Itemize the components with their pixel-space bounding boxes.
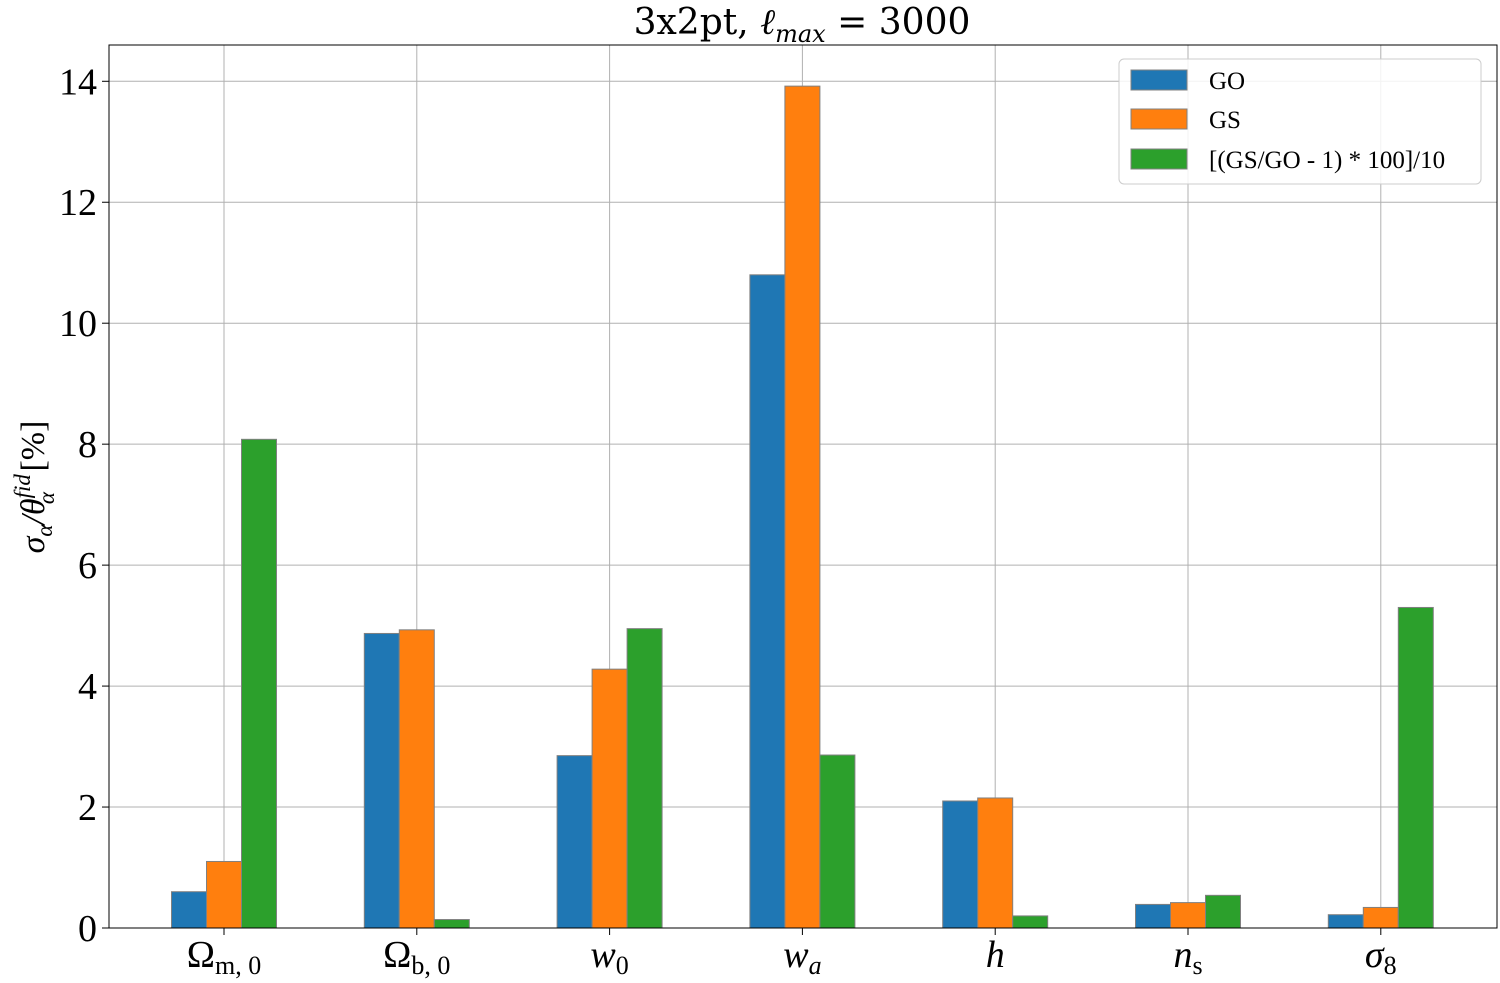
x-tick-label: ns	[1173, 934, 1202, 980]
bar-gs-go-1-100-10-5	[1205, 894, 1241, 929]
legend-entry-go: GO	[1130, 68, 1245, 95]
bar-gs-0	[206, 860, 242, 929]
bar-gs-go-1-100-10-4	[1012, 915, 1049, 929]
legend-swatch-gs	[1130, 108, 1188, 130]
legend-box	[1118, 58, 1482, 185]
y-tick-label: 12	[59, 182, 97, 224]
bar-gs-go-1-100-10-3	[819, 754, 856, 929]
y-tick-label: 14	[59, 61, 97, 103]
bar-go-2	[556, 755, 593, 929]
bar-gs-3	[784, 85, 821, 929]
y-axis-label: σα/θfidα [%]	[10, 421, 59, 554]
bar-go-0	[171, 891, 207, 929]
bar-gs-go-1-100-10-6	[1397, 606, 1434, 929]
legend-label-go: GO	[1209, 68, 1245, 95]
x-tick-label: h	[986, 934, 1005, 976]
bar-go-3	[749, 274, 786, 929]
y-tick-label: 6	[78, 545, 97, 587]
bar-gs-4	[977, 797, 1014, 929]
y-tick-label: 4	[78, 666, 97, 708]
bar-go-1	[363, 632, 400, 929]
legend-entry-ratio: [(GS/GO - 1) * 100]/10	[1130, 147, 1445, 174]
legend-label-ratio: [(GS/GO - 1) * 100]/10	[1209, 147, 1445, 174]
bar-go-6	[1327, 914, 1364, 929]
y-tick-label: 10	[59, 303, 97, 345]
y-tick-labels: 0 2 4 6 8 10 12 14	[59, 61, 97, 950]
chart-title: 3x2pt, ℓmax = 3000	[634, 2, 971, 48]
bar-go-4	[942, 800, 979, 929]
legend-swatch-go	[1130, 69, 1188, 91]
x-tick-label: w0	[590, 934, 628, 980]
bar-gs-1	[398, 629, 435, 929]
bar-go-5	[1135, 903, 1171, 929]
x-tick-labels: Ωm, 0 Ωb, 0 w0 wa h ns σ8	[187, 934, 1397, 980]
y-tick-label: 8	[78, 424, 97, 466]
bar-gs-5	[1170, 902, 1206, 929]
plot-frame	[108, 44, 1498, 929]
legend-label-gs: GS	[1209, 107, 1241, 134]
bar-gs-2	[591, 668, 628, 929]
x-tick-label: σ8	[1365, 934, 1397, 980]
legend-swatch-ratio	[1130, 148, 1188, 170]
legend-entry-gs: GS	[1130, 107, 1241, 134]
x-tick-label: Ωb, 0	[383, 934, 450, 980]
bar-gs-6	[1362, 906, 1399, 929]
x-tick-label: Ωm, 0	[187, 934, 261, 980]
bar-gs-go-1-100-10-0	[241, 438, 277, 929]
legend: GO GS [(GS/GO - 1) * 100]/10	[1118, 58, 1482, 185]
y-tick-label: 0	[78, 908, 97, 950]
bar-gs-go-1-100-10-1	[433, 919, 470, 929]
bars	[171, 85, 1434, 929]
x-tick-label: wa	[783, 934, 821, 980]
bar-gs-go-1-100-10-2	[626, 628, 663, 929]
y-tick-label: 2	[78, 787, 97, 829]
